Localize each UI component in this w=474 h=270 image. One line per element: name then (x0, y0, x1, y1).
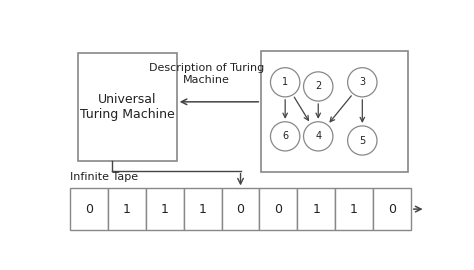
Bar (259, 188, 297, 230)
Text: 0: 0 (388, 202, 396, 216)
Bar (261, 51, 408, 172)
Text: 0: 0 (85, 202, 93, 216)
Text: 1: 1 (312, 202, 320, 216)
Bar (184, 188, 222, 230)
Bar (373, 188, 411, 230)
Text: 5: 5 (359, 136, 365, 146)
Text: Description of Turing
Machine: Description of Turing Machine (148, 63, 264, 85)
Ellipse shape (303, 72, 333, 101)
Text: 1: 1 (161, 202, 169, 216)
Bar (335, 188, 373, 230)
Text: 1: 1 (123, 202, 131, 216)
Text: 1: 1 (282, 77, 288, 87)
Bar (108, 188, 146, 230)
Text: 4: 4 (315, 131, 321, 141)
Ellipse shape (347, 126, 377, 155)
Bar (78, 53, 177, 161)
Text: 1: 1 (350, 202, 358, 216)
Text: 0: 0 (237, 202, 245, 216)
Ellipse shape (271, 122, 300, 151)
Bar (297, 188, 335, 230)
Text: 1: 1 (199, 202, 207, 216)
Ellipse shape (271, 68, 300, 97)
Text: 3: 3 (359, 77, 365, 87)
Text: Infinite Tape: Infinite Tape (70, 172, 138, 182)
Text: 2: 2 (315, 82, 321, 92)
Bar (146, 188, 184, 230)
Text: 6: 6 (282, 131, 288, 141)
Text: 0: 0 (274, 202, 283, 216)
Ellipse shape (303, 122, 333, 151)
Bar (70, 188, 108, 230)
Ellipse shape (347, 68, 377, 97)
Text: Universal
Turing Machine: Universal Turing Machine (80, 93, 174, 121)
Bar (222, 188, 259, 230)
